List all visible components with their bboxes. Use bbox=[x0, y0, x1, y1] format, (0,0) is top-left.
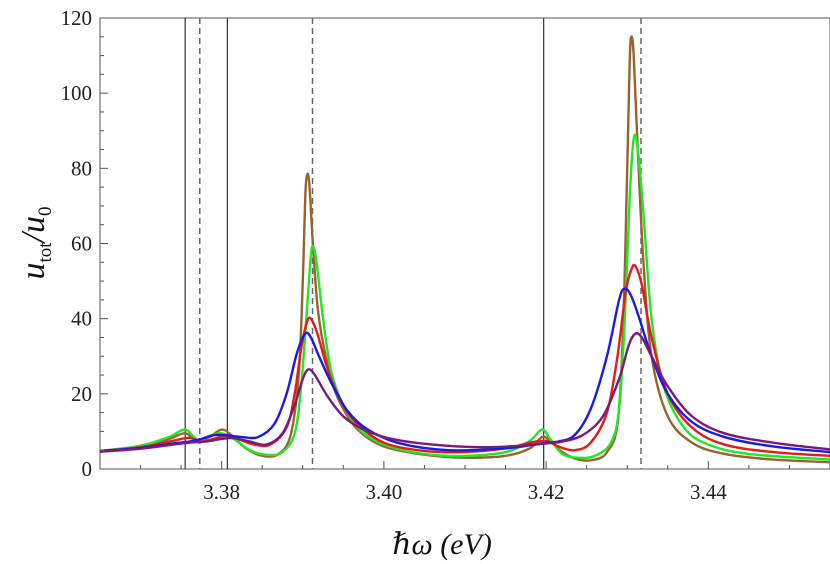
series-line-2 bbox=[99, 133, 830, 461]
series-line-1 bbox=[99, 35, 830, 464]
y-tick-label: 100 bbox=[61, 81, 93, 105]
series-line-3 bbox=[99, 263, 830, 458]
x-axis-title: ℏω (eV) bbox=[392, 528, 492, 561]
y-axis-title-sub-top: tot bbox=[35, 242, 56, 263]
y-axis-title-slash: / bbox=[15, 229, 52, 244]
y-tick-label: 120 bbox=[61, 6, 93, 30]
y-tick-label: 60 bbox=[71, 232, 92, 256]
y-axis: 0 20 40 60 80 100 120 bbox=[61, 6, 108, 481]
series-line-5 bbox=[99, 332, 830, 453]
y-tick-label: 40 bbox=[71, 307, 92, 331]
reference-lines bbox=[184, 18, 642, 469]
y-axis-title-main-2: u bbox=[15, 216, 52, 233]
plot-frame bbox=[99, 17, 830, 470]
x-axis: 3.38 3.40 3.42 3.44 bbox=[140, 461, 830, 504]
y-axis-title-sub-bottom: 0 bbox=[35, 206, 56, 216]
y-tick-label: 80 bbox=[71, 156, 92, 180]
series-group bbox=[99, 35, 830, 464]
y-axis-title: utot/u0 bbox=[15, 206, 56, 279]
x-tick-label: 3.40 bbox=[366, 480, 403, 504]
x-tick-label: 3.38 bbox=[203, 480, 240, 504]
y-tick-label: 20 bbox=[71, 382, 92, 406]
y-axis-title-main: u bbox=[15, 263, 52, 280]
y-tick-label: 0 bbox=[82, 457, 93, 481]
x-tick-label: 3.42 bbox=[528, 480, 565, 504]
x-tick-label: 3.44 bbox=[690, 480, 727, 504]
series-line-4 bbox=[99, 287, 830, 454]
